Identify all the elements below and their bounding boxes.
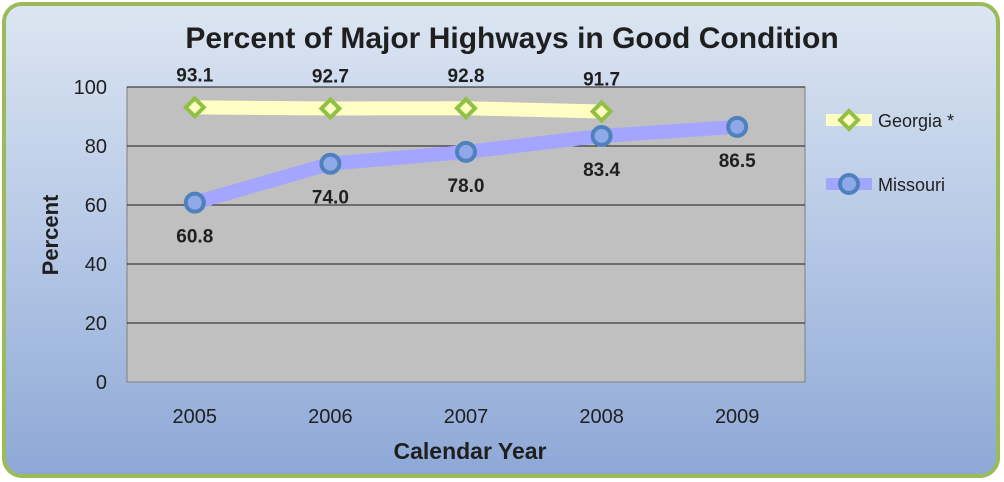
data-label: 60.8 [176, 227, 213, 248]
legend-item-1: Missouri [826, 173, 945, 195]
data-point [589, 99, 614, 124]
data-label: 93.1 [176, 65, 213, 86]
legend: Georgia * Missouri [826, 108, 954, 195]
x-tick-label: 2005 [173, 406, 218, 428]
legend-item-0: Georgia * [826, 108, 954, 132]
data-point [454, 96, 478, 121]
x-tick-label: 2007 [444, 406, 489, 428]
data-label: 83.4 [583, 160, 620, 181]
y-tick-label: 40 [85, 254, 107, 276]
x-tick-label: 2009 [715, 406, 760, 428]
legend-label: Georgia * [878, 111, 954, 131]
data-label: 86.5 [719, 151, 756, 172]
y-tick-label: 0 [96, 372, 107, 394]
data-point [319, 152, 342, 175]
data-point [726, 115, 749, 138]
series-line [187, 100, 609, 119]
data-point [183, 191, 206, 214]
series-0: 93.1 92.7 92.8 91.7 [176, 65, 620, 124]
x-axis-title: Calendar Year [393, 438, 546, 464]
data-label: 92.8 [448, 66, 485, 87]
legend-label: Missouri [878, 175, 945, 195]
chart-title: Percent of Major Highways in Good Condit… [185, 22, 838, 55]
y-tick-label: 80 [85, 136, 107, 158]
data-label: 78.0 [448, 176, 485, 197]
y-tick-label: 60 [85, 195, 107, 217]
x-axis-ticks: 2005 2006 2007 2008 2009 [173, 406, 760, 428]
x-tick-label: 2006 [308, 406, 353, 428]
legend-marker [837, 108, 861, 132]
gridlines [127, 86, 805, 324]
legend-marker [838, 173, 860, 195]
y-tick-label: 20 [85, 313, 107, 335]
y-tick-label: 100 [74, 77, 107, 99]
data-label: 92.7 [312, 67, 349, 88]
y-axis-ticks: 0 20 40 60 80 100 [74, 77, 107, 394]
data-label: 74.0 [312, 188, 349, 209]
x-tick-label: 2008 [579, 406, 624, 428]
data-point [182, 95, 207, 120]
data-point [590, 124, 613, 147]
data-point [318, 96, 343, 121]
series-1: 60.8 74.0 78.0 83.4 86.5 [176, 115, 756, 248]
data-point [455, 140, 477, 163]
series-layer: 93.1 92.7 92.8 91.7 60.8 74.0 78.0 83.4 86.5 [176, 65, 756, 247]
data-label: 91.7 [583, 69, 620, 90]
y-axis-title: Percent [38, 194, 63, 275]
